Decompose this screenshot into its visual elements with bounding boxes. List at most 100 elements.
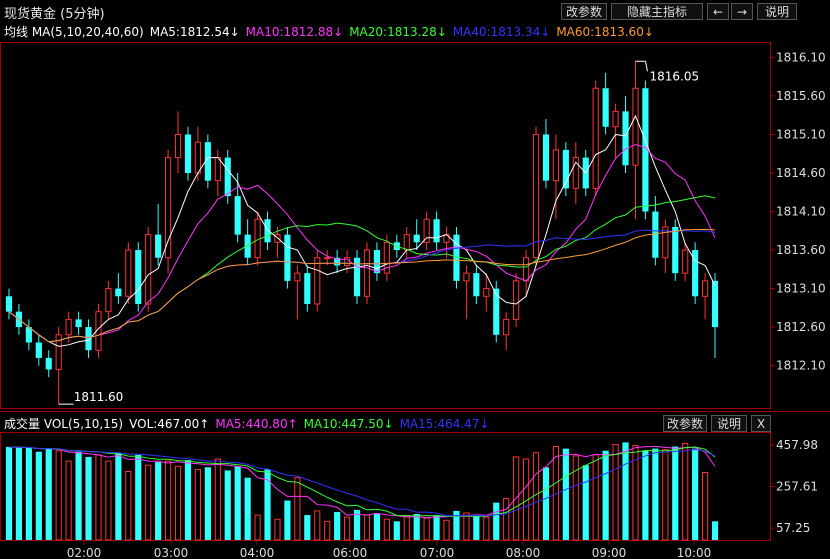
vol-y-tick-label: 57.25 — [776, 521, 810, 535]
volume-bar — [592, 454, 599, 541]
left-arrow-button[interactable]: ← — [707, 3, 729, 20]
candle-body — [493, 288, 500, 335]
candle-body — [433, 219, 440, 243]
legend-ma60: MA60:1813.60↓ — [556, 25, 654, 39]
candle-body — [453, 234, 460, 281]
volume-bar — [135, 454, 142, 540]
candle-body — [532, 133, 540, 259]
volume-bar — [125, 470, 132, 541]
legend-ma-title: 均线 MA(5,10,20,40,60) — [4, 25, 144, 39]
candle-body — [55, 334, 62, 370]
x-tick-label: 04:00 — [240, 546, 275, 559]
x-tick-label: 08:00 — [506, 546, 541, 559]
candle-body — [463, 272, 470, 282]
volume-bar — [25, 447, 32, 540]
volume-bar — [503, 497, 510, 541]
volume-bar — [483, 516, 490, 541]
volume-bar — [35, 451, 42, 540]
candle-body — [165, 157, 172, 259]
volume-bar — [254, 514, 261, 541]
volume-bar — [711, 521, 719, 540]
x-tick-label: 07:00 — [420, 546, 455, 559]
candle-body — [75, 319, 82, 328]
volume-bar — [85, 456, 92, 540]
candle-body — [632, 87, 639, 166]
candle-body — [523, 257, 530, 282]
candle-body — [224, 157, 231, 197]
vol-ma10-line — [8, 446, 716, 517]
x-tick-label: 09:00 — [592, 546, 627, 559]
y-tick-label: 1814.60 — [776, 166, 826, 180]
x-tick-label: 02:00 — [67, 546, 102, 559]
candle-body — [135, 250, 142, 304]
x-tick-label: 06:00 — [333, 546, 368, 559]
volume-bar — [662, 449, 669, 541]
volume-bar — [95, 454, 102, 541]
volume-bar — [264, 469, 271, 540]
candle-body — [184, 134, 192, 173]
candle-body — [652, 211, 659, 258]
vol-edit-params-button[interactable]: 改参数 — [663, 415, 707, 432]
edit-params-button[interactable]: 改参数 — [561, 3, 607, 20]
candles — [5, 61, 719, 405]
legend-vol-ma5: MA5:440.80↑ — [215, 417, 298, 431]
y-tick-label: 1812.60 — [776, 320, 826, 334]
hide-main-indicator-button[interactable]: 隐藏主指标 — [611, 3, 703, 20]
legend-ma10: MA10:1812.88↓ — [245, 25, 344, 39]
candle-body — [592, 87, 599, 189]
volume-bar — [314, 510, 321, 541]
candle-body — [413, 234, 420, 243]
vol-y-tick-label: 457.98 — [776, 438, 818, 452]
y-tick-label: 1812.10 — [776, 359, 826, 373]
volume-ma-lines — [8, 445, 716, 519]
volume-bar — [324, 520, 331, 541]
legend-ma20: MA20:1813.28↓ — [349, 25, 447, 39]
candle-body — [642, 88, 649, 212]
volume-bar — [562, 448, 569, 540]
volume-bar — [214, 458, 221, 541]
title-bar: 现货黄金 (5分钟) 改参数 隐藏主指标 ← → 说明 — [0, 0, 830, 22]
help-button[interactable]: 说明 — [757, 3, 797, 20]
candle-body — [324, 257, 331, 260]
volume-bar — [602, 450, 609, 540]
volume-bar — [532, 452, 540, 541]
candle-body — [513, 280, 520, 320]
volume-bar — [334, 511, 341, 540]
candle-body — [204, 142, 211, 181]
legend-vol: VOL:467.00↑ — [129, 417, 210, 431]
volume-bar — [155, 462, 162, 540]
candle-body — [45, 357, 52, 370]
volume-bar — [493, 502, 500, 540]
y-tick-label: 1814.10 — [776, 205, 826, 219]
volume-bar — [363, 514, 371, 541]
candle-body — [304, 273, 311, 304]
candle-body — [403, 234, 410, 251]
volume-bar — [353, 509, 361, 540]
candle-body — [145, 234, 152, 305]
candle-body — [274, 234, 281, 243]
volume-bar — [165, 460, 172, 541]
moving-average-lines — [8, 114, 716, 347]
ma10-line — [8, 143, 716, 343]
right-arrow-button[interactable]: → — [731, 3, 753, 20]
vol-close-button[interactable]: X — [751, 415, 771, 432]
candle-body — [65, 318, 72, 336]
vol-help-button[interactable]: 说明 — [711, 415, 747, 432]
vol-ma15-line — [8, 446, 716, 517]
volume-bar — [75, 451, 82, 540]
volume-bar — [423, 517, 430, 541]
candle-body — [542, 134, 550, 181]
candle-body — [373, 250, 380, 274]
legend-ma40: MA40:1813.34↓ — [452, 25, 551, 39]
volume-bar — [194, 468, 201, 541]
volume-bar — [224, 470, 231, 540]
volume-bar — [552, 446, 559, 541]
volume-bar — [403, 515, 410, 541]
candle-body — [105, 288, 112, 313]
candle-body — [334, 257, 341, 266]
y-tick-label: 1815.60 — [776, 89, 826, 103]
volume-bars — [5, 442, 719, 541]
candle-body — [711, 280, 719, 328]
candle-body — [473, 273, 480, 297]
